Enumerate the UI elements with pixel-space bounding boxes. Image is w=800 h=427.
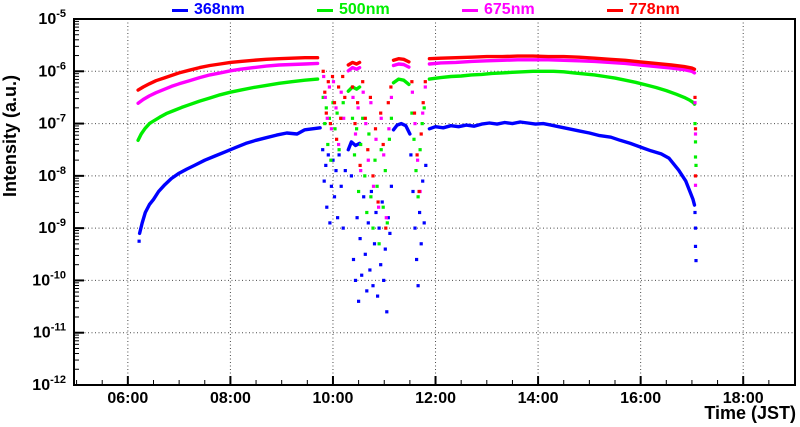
legend-swatch-675nm: [462, 8, 478, 12]
legend-swatch-500nm: [317, 8, 333, 12]
legend-label: 500nm: [339, 1, 390, 18]
legend-label: 778nm: [629, 1, 680, 18]
plot-frame: [73, 18, 796, 386]
x-axis-title: Time (JST): [704, 403, 796, 423]
x-ticks: [76, 376, 795, 385]
legend-item-368nm: 368nm: [172, 1, 245, 19]
y-tick-label: 10-6: [38, 60, 66, 80]
x-tick-label: 18:00: [723, 390, 764, 407]
series-778nm-points: [321, 69, 698, 230]
y-tick-label: 10-8: [38, 165, 66, 185]
series-500nm-line: [136, 77, 320, 142]
x-tick-label: 16:00: [620, 390, 661, 407]
x-tick-label: 12:00: [415, 390, 456, 407]
series-778nm: [136, 54, 698, 230]
legend-label: 368nm: [194, 1, 245, 18]
series-368nm-line: [391, 121, 412, 136]
series-368nm-line: [137, 126, 322, 236]
y-tick-label: 10-11: [33, 322, 66, 342]
series-675nm-line: [346, 65, 362, 73]
legend-item-675nm: 675nm: [462, 1, 535, 19]
series-500nm: [136, 69, 698, 246]
y-tick-label: 10-9: [38, 217, 66, 237]
series-778nm-line: [346, 60, 362, 67]
y-tick-label: 10-5: [38, 8, 66, 28]
series-675nm-points: [322, 74, 698, 220]
series-500nm-points: [321, 95, 698, 246]
series-500nm-line: [346, 85, 362, 93]
legend-item-500nm: 500nm: [317, 1, 390, 19]
gridlines: [74, 19, 795, 385]
x-tick-label: 06:00: [107, 390, 148, 407]
y-ticks: [74, 18, 84, 386]
series-675nm: [136, 58, 698, 220]
series-675nm-line: [391, 62, 411, 69]
series-778nm-line: [136, 56, 320, 92]
series-368nm-points: [137, 148, 698, 314]
x-tick-label: 10:00: [313, 390, 354, 407]
series-500nm-line: [427, 69, 697, 106]
series-778nm-line: [427, 54, 697, 71]
legend-label: 675nm: [484, 1, 535, 18]
y-tick-label: 10-12: [32, 374, 66, 394]
legend: 368nm 500nm 675nm 778nm: [0, 0, 800, 20]
legend-swatch-778nm: [607, 8, 623, 12]
y-axis-title: Intensity (a.u.): [0, 75, 20, 198]
series-675nm-line: [136, 61, 320, 105]
series-778nm-line: [391, 57, 411, 64]
series-675nm-line: [427, 58, 697, 75]
legend-item-778nm: 778nm: [607, 1, 680, 19]
x-tick-label: 08:00: [210, 390, 251, 407]
y-tick-labels: 10-5 10-6 10-7 10-8 10-9 10-10 10-11 10-12: [32, 8, 66, 394]
series-368nm-line: [346, 140, 362, 152]
y-tick-label: 10-10: [32, 269, 66, 289]
y-tick-label: 10-7: [38, 113, 66, 133]
x-tick-labels: 06:00 08:00 10:00 12:00 14:00 16:00 18:00: [107, 390, 763, 407]
x-tick-label: 14:00: [518, 390, 559, 407]
series-500nm-line: [391, 77, 411, 87]
series-368nm: [137, 120, 698, 314]
legend-swatch-368nm: [172, 8, 188, 12]
series-368nm-line: [427, 120, 697, 207]
